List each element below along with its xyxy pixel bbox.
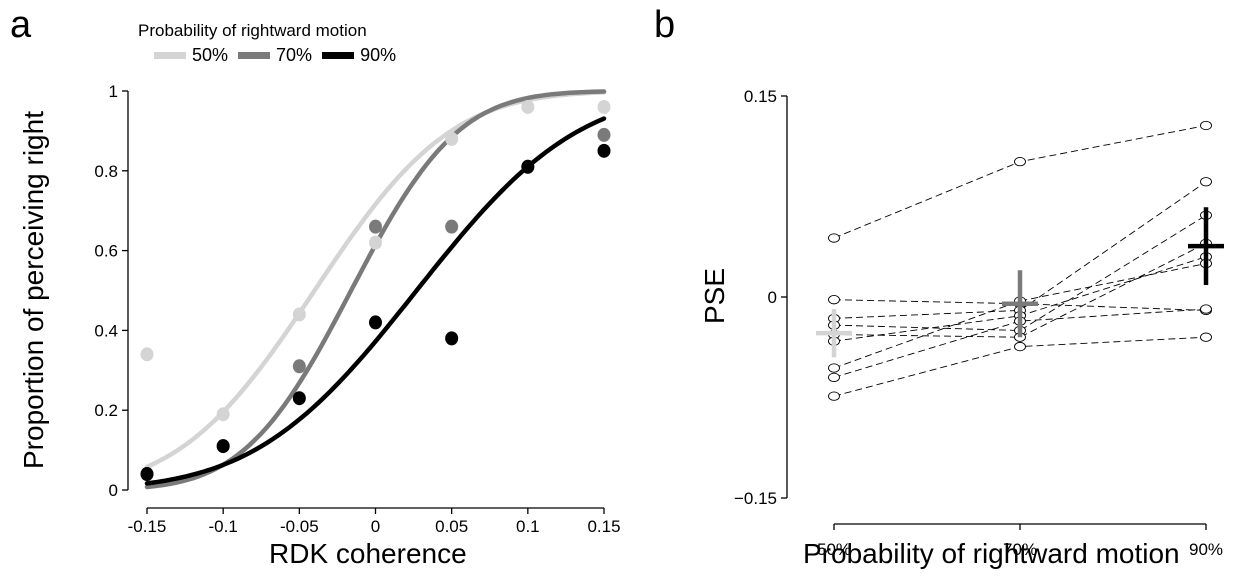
- legend-label-70: 70%: [276, 45, 313, 65]
- x-tick-label-b: 70%: [1003, 540, 1037, 559]
- x-tick-label-a: -0.1: [209, 517, 238, 536]
- subject-point: [1014, 341, 1026, 352]
- subject-point: [828, 295, 840, 305]
- fit-curve-50: [144, 90, 607, 470]
- data-point-70: [292, 359, 306, 374]
- panel-b: b 0.15 0 −0.15 50% 70% 90% Probability of rig…: [640, 0, 1239, 576]
- x-tick-label-b: 90%: [1189, 540, 1223, 559]
- data-point-50: [216, 407, 230, 422]
- legend-swatch-70: [238, 51, 271, 59]
- data-point-50: [369, 235, 382, 250]
- y-tick-label-a: 1: [109, 82, 118, 101]
- legend-label-90: 90%: [360, 45, 397, 65]
- data-point-70: [445, 219, 459, 234]
- subject-point: [1200, 332, 1212, 342]
- legend-swatch-90: [322, 51, 355, 59]
- subject-point: [828, 233, 840, 243]
- data-point-50: [140, 347, 154, 362]
- x-tick-label-a: 0: [371, 517, 380, 536]
- y-tick-label-b: 0: [768, 288, 777, 307]
- y-tick-label-a: 0: [109, 481, 118, 500]
- legend-title: Probability of rightward motion: [138, 21, 367, 40]
- subject-point: [1200, 304, 1212, 314]
- x-axis-label-b: Probability of rightward motion: [803, 538, 1180, 569]
- legend-label-50: 50%: [192, 45, 229, 65]
- legend-swatch-50: [154, 51, 186, 59]
- data-point-90: [597, 143, 611, 158]
- subject-line: [833, 214, 1207, 331]
- data-point-90: [445, 331, 459, 346]
- subject-point: [828, 391, 840, 401]
- x-tick-label-a: -0.15: [128, 517, 167, 536]
- subject-line: [833, 181, 1207, 319]
- legend-item-70: 70%: [238, 46, 312, 64]
- y-tick-label-a: 0.2: [94, 401, 118, 420]
- legend-item-50: 50%: [154, 46, 228, 64]
- subject-point: [1014, 157, 1026, 167]
- subject-line: [833, 263, 1207, 369]
- data-point-70: [597, 127, 611, 142]
- x-tick-label-b: 50%: [817, 540, 851, 559]
- data-point-90: [216, 439, 230, 454]
- fit-curve-90: [144, 116, 607, 486]
- legend-item-90: 90%: [322, 46, 396, 64]
- y-tick-label-a: 0.6: [94, 242, 118, 261]
- data-point-50: [597, 99, 611, 114]
- pse-chart: 0.15 0 −0.15 50% 70% 90%: [734, 87, 1224, 559]
- x-tick-label-a: 0.1: [516, 517, 540, 536]
- y-axis-label-a: Proportion of perceiving right: [18, 111, 49, 469]
- data-point-50: [521, 99, 535, 114]
- y-tick-label-b: −0.15: [734, 489, 777, 508]
- panel-a: a Probability of rightward motion 50% 70…: [10, 4, 621, 569]
- y-tick-label-a: 0.8: [94, 162, 118, 181]
- fit-curve-70: [144, 89, 607, 490]
- subject-point: [828, 363, 840, 373]
- y-axis-label-b: PSE: [699, 267, 730, 325]
- panel-letter-b: b: [654, 4, 676, 46]
- subject-line: [833, 299, 1207, 311]
- y-tick-label-a: 0.4: [94, 321, 118, 340]
- x-tick-label-a: 0.15: [587, 517, 620, 536]
- subject-line: [833, 125, 1207, 239]
- data-point-70: [369, 219, 382, 234]
- data-point-90: [140, 467, 154, 482]
- data-point-90: [369, 315, 382, 330]
- data-point-50: [445, 131, 459, 146]
- subject-line: [833, 242, 1207, 338]
- y-tick-label-b: 0.15: [744, 87, 777, 106]
- x-tick-label-a: 0.05: [435, 517, 468, 536]
- data-point-90: [521, 159, 535, 174]
- psychometric-chart: 0 0.2 0.4 0.6 0.8 1 -0.15 -0.1 -0.05 0 0.05 0.1 0.15: [94, 82, 620, 536]
- data-point-50: [292, 307, 306, 322]
- x-tick-label-a: -0.05: [280, 517, 319, 536]
- legend-items: 50% 70% 90%: [154, 46, 406, 64]
- subject-point: [1200, 120, 1212, 131]
- legend: Probability of rightward motion 50% 70% …: [138, 22, 406, 64]
- subject-point: [828, 372, 840, 383]
- subject-point: [1200, 177, 1212, 187]
- x-axis-label-a: RDK coherence: [269, 538, 467, 569]
- panel-letter-a: a: [10, 4, 32, 46]
- data-point-90: [292, 391, 306, 406]
